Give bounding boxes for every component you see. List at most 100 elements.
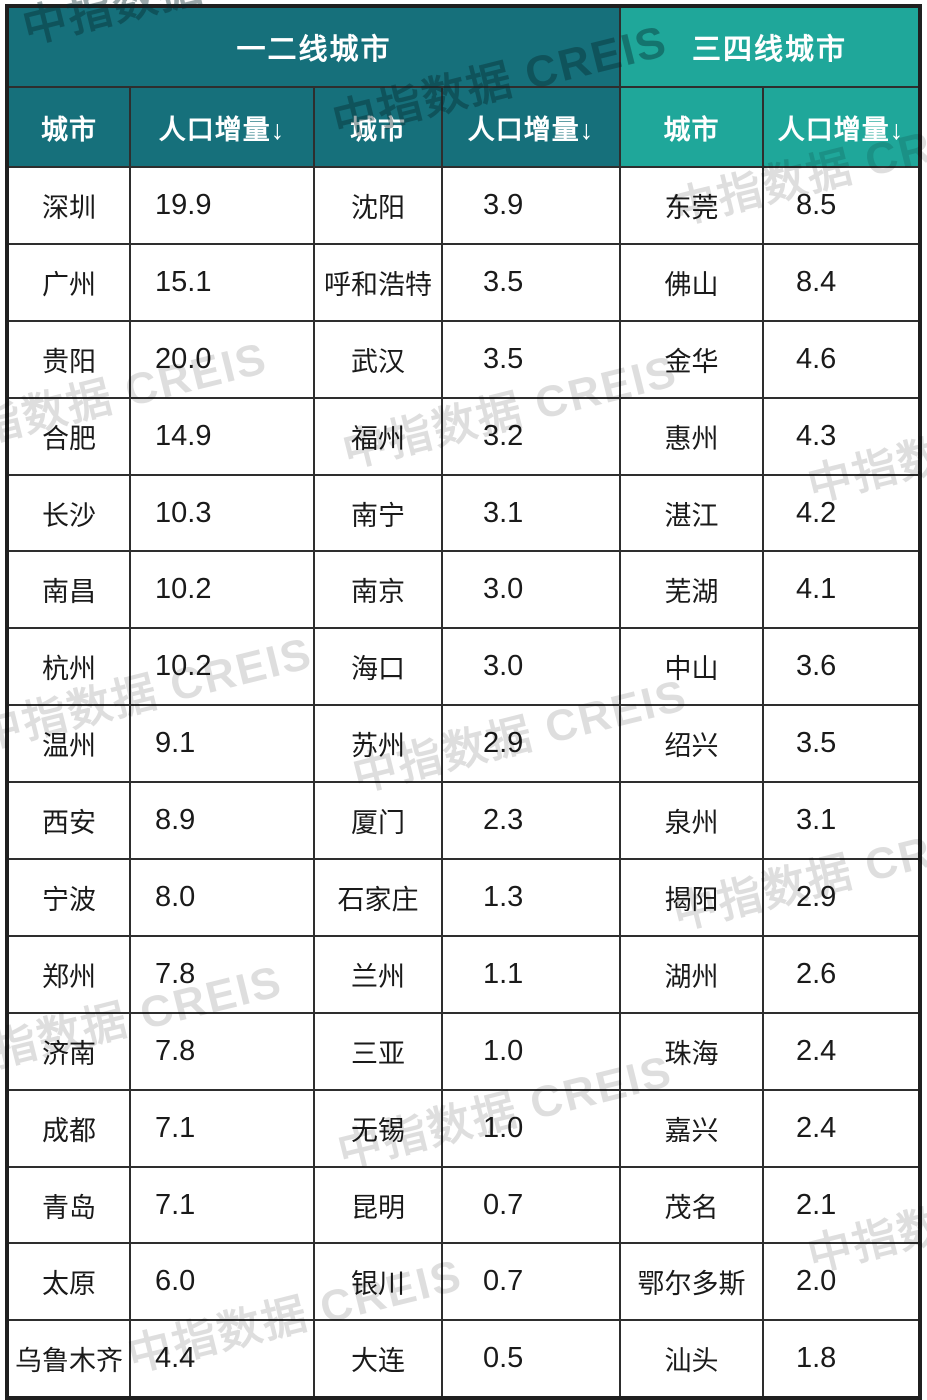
city-cell: 武汉 bbox=[315, 321, 441, 397]
value-cell: 1.3 bbox=[443, 860, 619, 935]
value-cell: 9.1 bbox=[131, 706, 313, 782]
value-cell: 7.1 bbox=[131, 1167, 313, 1243]
column-header-population-increase-sorted: 人口增量↓ bbox=[764, 88, 918, 166]
value-cell: 1.8 bbox=[764, 1321, 918, 1397]
value-cell: 14.9 bbox=[131, 398, 313, 474]
column-header-population-increase-sorted: 人口增量↓ bbox=[443, 88, 619, 166]
header-tier12-banner: 一二线城市 bbox=[9, 8, 619, 86]
city-cell: 南昌 bbox=[9, 552, 129, 628]
city-cell: 温州 bbox=[9, 706, 129, 782]
value-cell: 2.9 bbox=[443, 706, 619, 782]
value-cell: 2.3 bbox=[443, 783, 619, 859]
city-cell: 贵阳 bbox=[9, 321, 129, 397]
city-cell: 揭阳 bbox=[621, 860, 762, 935]
value-cell: 19.9 bbox=[131, 168, 313, 243]
city-cell: 石家庄 bbox=[315, 860, 441, 935]
city-cell: 兰州 bbox=[315, 936, 441, 1012]
city-cell: 长沙 bbox=[9, 475, 129, 551]
value-cell: 4.6 bbox=[764, 321, 918, 397]
value-cell: 7.8 bbox=[131, 936, 313, 1012]
value-cell: 4.3 bbox=[764, 398, 918, 474]
value-cell: 3.0 bbox=[443, 629, 619, 705]
city-cell: 湖州 bbox=[621, 936, 762, 1012]
value-cell: 7.8 bbox=[131, 1013, 313, 1089]
city-cell: 泉州 bbox=[621, 783, 762, 859]
value-cell: 2.9 bbox=[764, 860, 918, 935]
city-cell: 珠海 bbox=[621, 1013, 762, 1089]
city-cell: 无锡 bbox=[315, 1090, 441, 1166]
city-cell: 昆明 bbox=[315, 1167, 441, 1243]
city-cell: 苏州 bbox=[315, 706, 441, 782]
value-cell: 1.0 bbox=[443, 1013, 619, 1089]
city-cell: 茂名 bbox=[621, 1167, 762, 1243]
column-header-population-increase-sorted: 人口增量↓ bbox=[131, 88, 313, 166]
value-cell: 1.1 bbox=[443, 936, 619, 1012]
value-cell: 2.4 bbox=[764, 1013, 918, 1089]
city-cell: 郑州 bbox=[9, 936, 129, 1012]
city-cell: 合肥 bbox=[9, 398, 129, 474]
city-cell: 杭州 bbox=[9, 629, 129, 705]
population-table-grid: 一二线城市 三四线城市 城市 人口增量↓ 城市 人口增量↓ 城市 人口增量↓ 深… bbox=[5, 4, 922, 1400]
value-cell: 3.2 bbox=[443, 398, 619, 474]
city-cell: 金华 bbox=[621, 321, 762, 397]
city-cell: 深圳 bbox=[9, 168, 129, 243]
city-cell: 银川 bbox=[315, 1244, 441, 1320]
value-cell: 4.2 bbox=[764, 475, 918, 551]
city-cell: 广州 bbox=[9, 244, 129, 320]
city-cell: 三亚 bbox=[315, 1013, 441, 1089]
value-cell: 3.1 bbox=[443, 475, 619, 551]
column-header-city: 城市 bbox=[9, 88, 129, 166]
city-cell: 济南 bbox=[9, 1013, 129, 1089]
city-cell: 中山 bbox=[621, 629, 762, 705]
population-table: 一二线城市 三四线城市 城市 人口增量↓ 城市 人口增量↓ 城市 人口增量↓ 深… bbox=[5, 4, 922, 1400]
city-cell: 芜湖 bbox=[621, 552, 762, 628]
value-cell: 2.4 bbox=[764, 1090, 918, 1166]
value-cell: 8.0 bbox=[131, 860, 313, 935]
column-header-city: 城市 bbox=[621, 88, 762, 166]
city-cell: 福州 bbox=[315, 398, 441, 474]
city-cell: 沈阳 bbox=[315, 168, 441, 243]
city-cell: 鄂尔多斯 bbox=[621, 1244, 762, 1320]
value-cell: 4.4 bbox=[131, 1321, 313, 1397]
value-cell: 1.0 bbox=[443, 1090, 619, 1166]
value-cell: 6.0 bbox=[131, 1244, 313, 1320]
city-cell: 宁波 bbox=[9, 860, 129, 935]
value-cell: 3.6 bbox=[764, 629, 918, 705]
city-cell: 乌鲁木齐 bbox=[9, 1321, 129, 1397]
city-cell: 南宁 bbox=[315, 475, 441, 551]
value-cell: 10.3 bbox=[131, 475, 313, 551]
value-cell: 10.2 bbox=[131, 552, 313, 628]
city-cell: 大连 bbox=[315, 1321, 441, 1397]
value-cell: 3.5 bbox=[443, 321, 619, 397]
column-header-city: 城市 bbox=[315, 88, 441, 166]
city-cell: 成都 bbox=[9, 1090, 129, 1166]
value-cell: 0.5 bbox=[443, 1321, 619, 1397]
value-cell: 10.2 bbox=[131, 629, 313, 705]
value-cell: 3.5 bbox=[443, 244, 619, 320]
city-cell: 佛山 bbox=[621, 244, 762, 320]
city-cell: 惠州 bbox=[621, 398, 762, 474]
city-cell: 湛江 bbox=[621, 475, 762, 551]
value-cell: 7.1 bbox=[131, 1090, 313, 1166]
value-cell: 8.5 bbox=[764, 168, 918, 243]
value-cell: 15.1 bbox=[131, 244, 313, 320]
city-cell: 青岛 bbox=[9, 1167, 129, 1243]
value-cell: 2.0 bbox=[764, 1244, 918, 1320]
city-cell: 南京 bbox=[315, 552, 441, 628]
value-cell: 3.5 bbox=[764, 706, 918, 782]
value-cell: 8.4 bbox=[764, 244, 918, 320]
city-cell: 厦门 bbox=[315, 783, 441, 859]
city-cell: 绍兴 bbox=[621, 706, 762, 782]
city-cell: 东莞 bbox=[621, 168, 762, 243]
value-cell: 3.0 bbox=[443, 552, 619, 628]
value-cell: 0.7 bbox=[443, 1244, 619, 1320]
city-cell: 太原 bbox=[9, 1244, 129, 1320]
value-cell: 2.6 bbox=[764, 936, 918, 1012]
city-cell: 嘉兴 bbox=[621, 1090, 762, 1166]
city-cell: 西安 bbox=[9, 783, 129, 859]
value-cell: 4.1 bbox=[764, 552, 918, 628]
value-cell: 8.9 bbox=[131, 783, 313, 859]
city-cell: 海口 bbox=[315, 629, 441, 705]
value-cell: 2.1 bbox=[764, 1167, 918, 1243]
